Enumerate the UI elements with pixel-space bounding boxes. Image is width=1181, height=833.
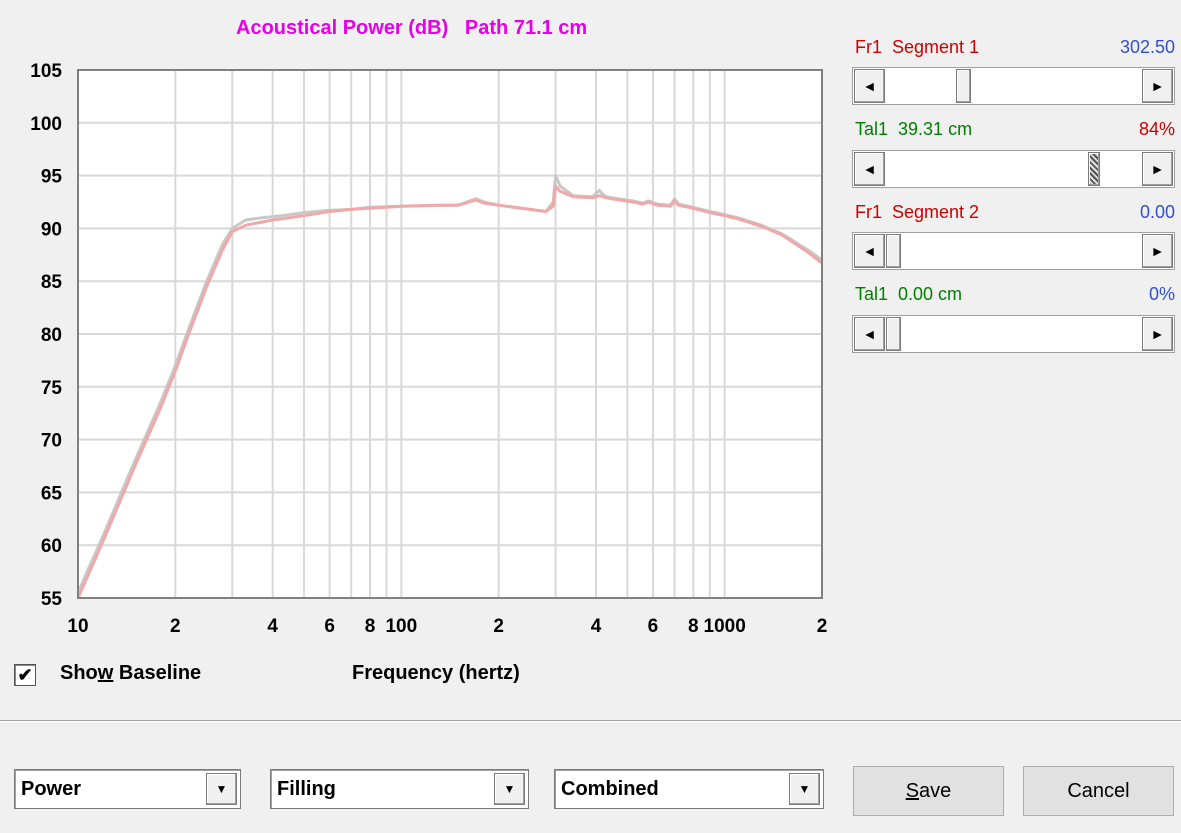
y-tick-label: 55 bbox=[41, 589, 63, 610]
cancel-button[interactable]: Cancel bbox=[1023, 766, 1174, 816]
divider bbox=[0, 720, 1181, 722]
x-tick-label: 6 bbox=[324, 616, 335, 637]
x-tick-label: 2 bbox=[170, 616, 181, 637]
scroll-right-icon[interactable]: ► bbox=[1142, 234, 1173, 268]
y-tick-label: 75 bbox=[41, 378, 63, 399]
y-tick-label: 85 bbox=[41, 272, 63, 293]
series-line-2 bbox=[76, 184, 823, 599]
view-type-dropdown[interactable]: Power ▼ bbox=[14, 769, 241, 809]
x-tick-label: 8 bbox=[365, 616, 376, 637]
show-baseline-label[interactable]: Show Baseline bbox=[60, 662, 202, 684]
y-tick-label: 65 bbox=[41, 483, 63, 504]
scroll-right-icon[interactable]: ► bbox=[1142, 317, 1173, 351]
slider-label-4: Tal1 0.00 cm bbox=[855, 284, 963, 304]
view-type-value: Power bbox=[21, 778, 82, 800]
slider-value-1: 302.50 bbox=[1119, 37, 1175, 57]
y-tick-label: 90 bbox=[41, 219, 62, 240]
slider-label-1: Fr1 Segment 1 bbox=[855, 37, 980, 57]
save-button[interactable]: Save bbox=[853, 766, 1004, 816]
slider-scrollbar-2[interactable]: ◄ ► bbox=[852, 150, 1175, 188]
scroll-left-icon[interactable]: ◄ bbox=[854, 234, 885, 268]
x-tick-label: 1000 bbox=[704, 616, 746, 637]
x-tick-label: 10 bbox=[67, 616, 88, 637]
x-tick-label: 6 bbox=[648, 616, 659, 637]
y-tick-label: 105 bbox=[30, 61, 62, 82]
plot-series bbox=[76, 174, 823, 599]
scroll-left-icon[interactable]: ◄ bbox=[854, 152, 885, 186]
slider-value-2: 84% bbox=[1138, 119, 1175, 139]
slider-value-3: 0.00 bbox=[1139, 202, 1175, 222]
chevron-down-icon[interactable]: ▼ bbox=[789, 773, 820, 805]
scroll-right-icon[interactable]: ► bbox=[1142, 69, 1173, 103]
slider-thumb[interactable] bbox=[1087, 152, 1100, 186]
y-tick-label: 60 bbox=[41, 536, 62, 557]
y-tick-label: 70 bbox=[41, 431, 62, 452]
x-tick-label: 2 bbox=[493, 616, 504, 637]
slider-thumb[interactable] bbox=[886, 234, 901, 268]
x-tick-label: 100 bbox=[385, 616, 417, 637]
x-tick-label: 4 bbox=[591, 616, 602, 637]
y-tick-label: 100 bbox=[30, 114, 62, 135]
x-tick-label: 4 bbox=[267, 616, 278, 637]
scroll-right-icon[interactable]: ► bbox=[1142, 152, 1173, 186]
x-tick-label: 8 bbox=[688, 616, 699, 637]
slider-scrollbar-3[interactable]: ◄ ► bbox=[852, 232, 1175, 270]
slider-scrollbar-1[interactable]: ◄ ► bbox=[852, 67, 1175, 105]
slider-thumb[interactable] bbox=[955, 69, 971, 103]
chevron-down-icon[interactable]: ▼ bbox=[494, 773, 525, 805]
slider-scrollbar-4[interactable]: ◄ ► bbox=[852, 315, 1175, 353]
mode-dropdown[interactable]: Combined ▼ bbox=[554, 769, 824, 809]
slider-thumb[interactable] bbox=[886, 317, 901, 351]
chart-title: Acoustical Power (dB) Path 71.1 cm bbox=[236, 17, 588, 39]
filling-dropdown[interactable]: Filling ▼ bbox=[270, 769, 529, 809]
show-baseline-checkbox[interactable]: ✔ bbox=[14, 664, 36, 686]
x-axis-label: Frequency (hertz) bbox=[352, 662, 520, 684]
chevron-down-icon[interactable]: ▼ bbox=[206, 773, 237, 805]
slider-label-2: Tal1 39.31 cm bbox=[855, 119, 973, 139]
y-tick-label: 80 bbox=[41, 325, 62, 346]
scroll-left-icon[interactable]: ◄ bbox=[854, 317, 885, 351]
x-tick-label: 2 bbox=[817, 616, 828, 637]
y-tick-label: 95 bbox=[41, 167, 63, 188]
slider-label-3: Fr1 Segment 2 bbox=[855, 202, 980, 222]
slider-value-4: 0% bbox=[1148, 284, 1175, 304]
scroll-left-icon[interactable]: ◄ bbox=[854, 69, 885, 103]
filling-value: Filling bbox=[277, 778, 336, 800]
mode-value: Combined bbox=[561, 778, 659, 800]
plot-frame bbox=[77, 69, 823, 599]
